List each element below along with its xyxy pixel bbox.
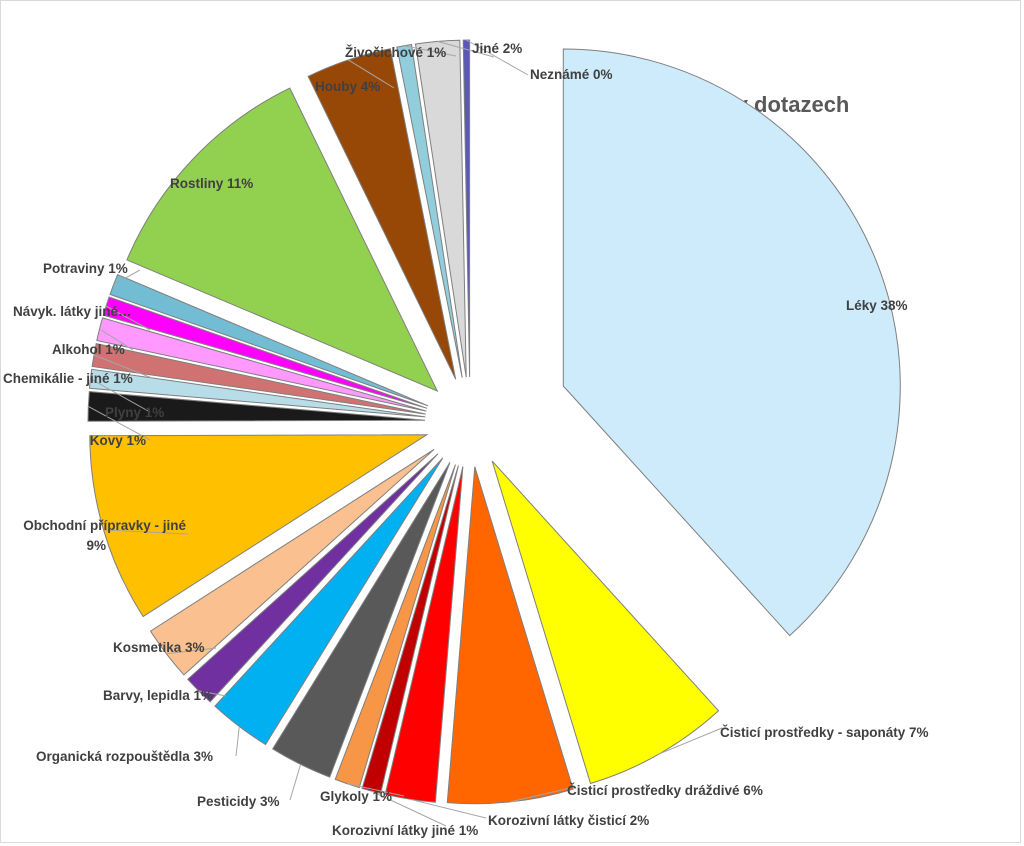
leader-line bbox=[198, 690, 227, 697]
leader-line bbox=[466, 39, 529, 76]
pie-slice bbox=[491, 460, 720, 785]
leader-line bbox=[103, 529, 189, 535]
leader-line bbox=[348, 59, 395, 89]
leader-line bbox=[510, 787, 571, 803]
slice-label: Léky 38% bbox=[846, 298, 908, 313]
slice-label: Jiné 2% bbox=[472, 41, 522, 56]
slice-label: Neznámé 0% bbox=[530, 67, 613, 82]
slice-label: Alkohol 1% bbox=[52, 342, 125, 357]
slice-label: Chemikálie - jiné 1% bbox=[3, 371, 133, 386]
slice-label: Houby 4% bbox=[315, 79, 380, 94]
slice-label: Pesticidy 3% bbox=[197, 794, 280, 809]
slice-label: Korozivní látky čisticí 2% bbox=[488, 813, 649, 828]
leader-line bbox=[289, 764, 302, 801]
slice-label: Barvy, lepidla 1% bbox=[103, 688, 213, 703]
leader-line bbox=[105, 305, 151, 331]
slice-label: Glykoly 1% bbox=[320, 789, 392, 804]
pie-slice bbox=[126, 87, 439, 392]
slice-label: Plyny 1% bbox=[105, 405, 164, 420]
leader-line bbox=[113, 269, 141, 285]
pie-slice bbox=[414, 39, 467, 378]
slice-label: Kovy 1% bbox=[90, 433, 146, 448]
leader-line bbox=[437, 40, 495, 58]
pie-slice bbox=[88, 368, 426, 418]
leader-line bbox=[235, 726, 240, 757]
pie-slice bbox=[96, 317, 427, 412]
leader-line bbox=[409, 798, 487, 819]
slice-label: Rostliny 11% bbox=[170, 176, 253, 191]
pie-slice bbox=[214, 457, 444, 746]
slice-label: Organická rozpouštědla 3% bbox=[36, 749, 213, 764]
leader-line bbox=[166, 647, 217, 655]
leader-line bbox=[404, 45, 457, 57]
leader-line bbox=[347, 783, 405, 797]
pie-slices bbox=[87, 39, 901, 805]
leader-line bbox=[88, 405, 151, 441]
pie-slice bbox=[334, 464, 456, 789]
slice-label: Živočichové 1% bbox=[345, 45, 446, 60]
leader-line bbox=[658, 727, 723, 755]
pie-slice bbox=[562, 48, 901, 637]
slice-labels: Léky 38% Čisticí prostředky - saponáty 7%… bbox=[3, 41, 929, 838]
pie-slice bbox=[396, 43, 463, 378]
slice-label: Čisticí prostředky - saponáty 7% bbox=[720, 725, 929, 740]
slice-label: Obchodní přípravky - jiné 9% bbox=[23, 518, 186, 553]
slice-label: Potraviny 1% bbox=[43, 261, 128, 276]
leader-line bbox=[93, 354, 153, 379]
slice-label: Kosmetika 3% bbox=[113, 640, 205, 655]
pie-slice bbox=[272, 462, 451, 778]
leader-line bbox=[90, 378, 151, 413]
leader-line bbox=[371, 790, 447, 827]
leader-line bbox=[99, 328, 134, 351]
slice-label: Čisticí prostředky dráždivé 6% bbox=[567, 783, 763, 798]
slice-label: Korozivní látky jiné 1% bbox=[332, 823, 478, 838]
label-leader-lines bbox=[88, 39, 723, 827]
slice-label: Návyk. látky jiné… bbox=[13, 304, 132, 319]
